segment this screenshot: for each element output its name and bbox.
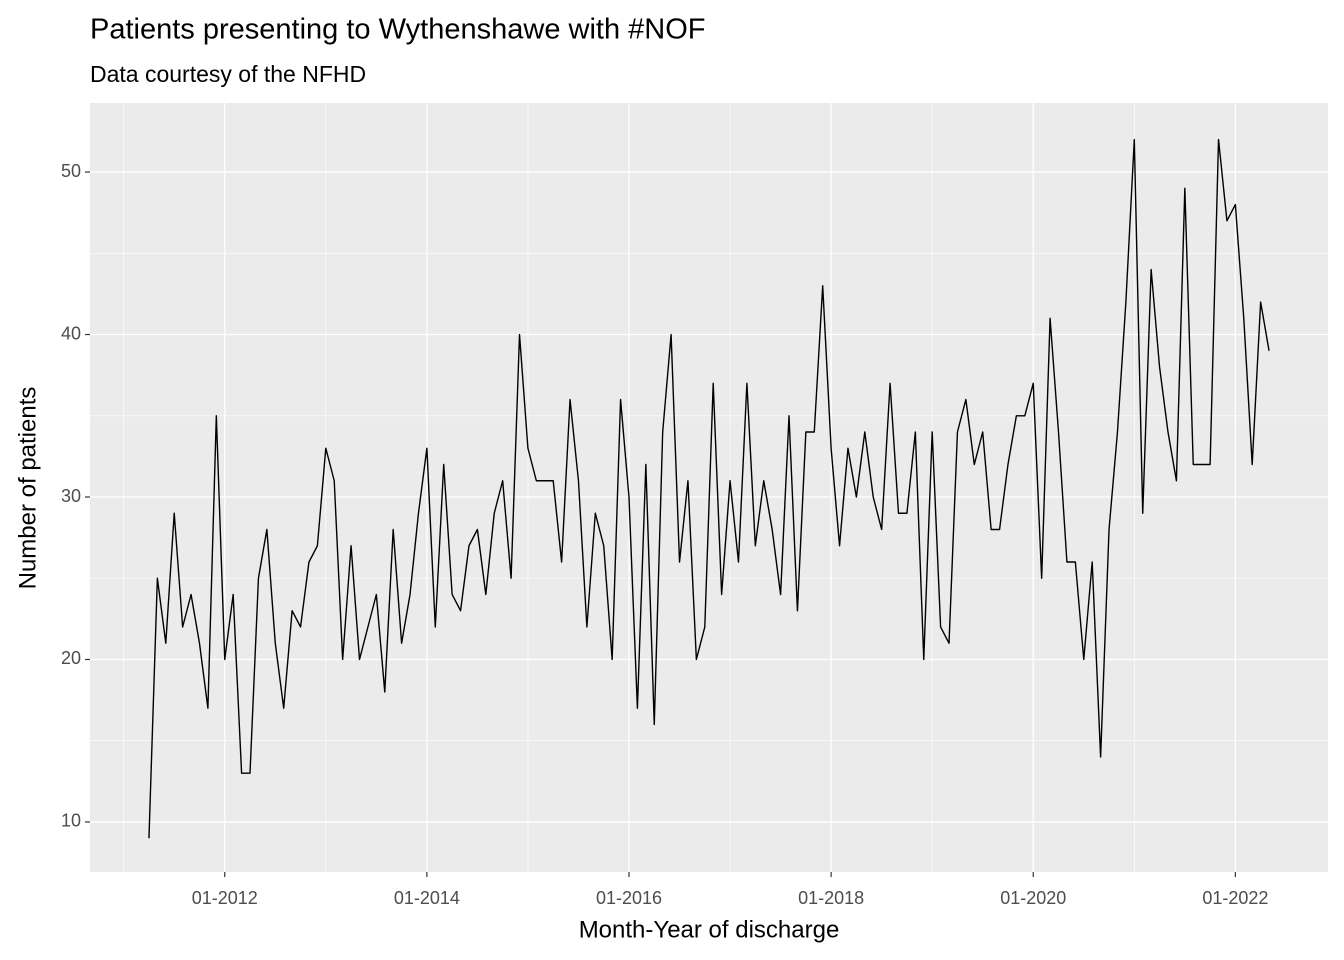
x-tick-label: 01-2022 [1202,888,1268,908]
y-tick-label: 50 [61,161,81,181]
y-tick-label: 40 [61,323,81,343]
chart-subtitle: Data courtesy of the NFHD [90,61,366,87]
chart-title: Patients presenting to Wythenshawe with … [90,14,706,46]
x-axis-title: Month-Year of discharge [579,916,840,943]
y-tick-label: 30 [61,486,81,506]
y-tick-label: 10 [61,811,81,831]
x-tick-label: 01-2020 [1000,888,1066,908]
x-tick-label: 01-2018 [798,888,864,908]
plot-area [148,138,1270,839]
y-tick-label: 20 [61,648,81,668]
x-tick-label: 01-2012 [192,888,258,908]
x-tick-label: 01-2016 [596,888,662,908]
x-tick-label: 01-2014 [394,888,460,908]
data-line [148,138,1270,839]
y-axis-title: Number of patients [14,387,41,590]
